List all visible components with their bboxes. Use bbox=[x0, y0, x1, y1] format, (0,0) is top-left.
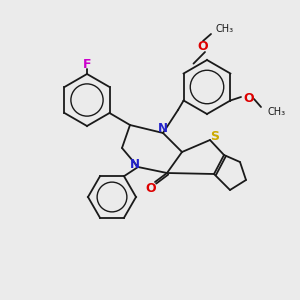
Text: O: O bbox=[244, 92, 254, 106]
Text: CH₃: CH₃ bbox=[267, 107, 285, 117]
Text: O: O bbox=[198, 40, 208, 52]
Text: CH₃: CH₃ bbox=[215, 24, 233, 34]
Text: F: F bbox=[83, 58, 91, 70]
Text: N: N bbox=[158, 122, 168, 136]
Text: O: O bbox=[146, 182, 156, 194]
Text: N: N bbox=[130, 158, 140, 172]
Text: S: S bbox=[211, 130, 220, 142]
